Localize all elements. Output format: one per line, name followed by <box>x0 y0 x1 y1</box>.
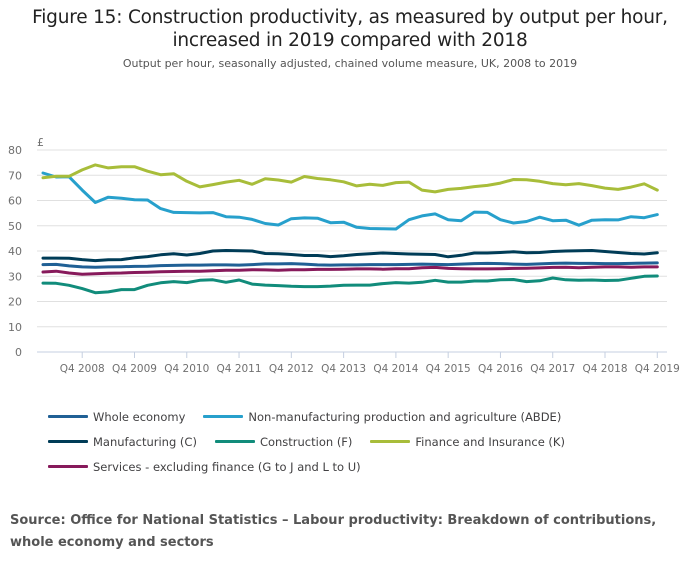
x-tick-label: Q4 2017 <box>530 363 575 375</box>
x-tick-label: Q4 2016 <box>478 363 523 375</box>
series-lines <box>41 163 659 295</box>
legend-swatch <box>203 415 244 418</box>
legend-swatch <box>214 440 255 443</box>
series-line-0[interactable] <box>41 261 659 269</box>
legend-item[interactable]: Finance and Insurance (K) <box>370 435 565 449</box>
y-tick-label: 10 <box>8 321 22 334</box>
y-tick-label: 70 <box>8 169 22 182</box>
y-tick-label: 80 <box>8 144 22 157</box>
legend-swatch <box>370 440 411 443</box>
legend-label: Services - excluding finance (G to J and… <box>93 459 361 474</box>
legend-row: Manufacturing (C) Construction (F) Finance… <box>48 429 688 454</box>
x-tick-label: Q4 2014 <box>373 363 418 375</box>
series-line-1[interactable] <box>41 171 659 231</box>
gridlines <box>37 149 667 328</box>
x-tick-label: Q4 2015 <box>426 363 471 375</box>
y-tick-label: 30 <box>8 270 22 283</box>
legend-swatch <box>48 415 88 418</box>
x-tick-label: Q4 2011 <box>217 363 262 375</box>
legend-label: Construction (F) <box>259 434 353 449</box>
x-tick-label: Q4 2008 <box>60 363 105 375</box>
chart-title-line-1: Figure 15: Construction productivity, as… <box>32 7 668 28</box>
legend-label: Manufacturing (C) <box>93 434 197 449</box>
legend-item[interactable]: Non-manufacturing production and agricul… <box>203 410 561 424</box>
legend-item[interactable]: Whole economy <box>48 410 185 424</box>
x-tick-label: Q4 2018 <box>583 363 628 375</box>
chart-title: Figure 15: Construction productivity, as… <box>0 6 700 52</box>
legend-item[interactable]: Manufacturing (C) <box>48 435 197 449</box>
line-chart: 0 10 20 30 40 50 60 70 80 £ Q4 2008 Q4 2009 Q4 2010… <box>8 136 680 375</box>
chart-title-line-2: increased in 2019 compared with 2018 <box>172 30 528 51</box>
legend-label: Finance and Insurance (K) <box>415 434 565 449</box>
series-line-4[interactable] <box>41 163 659 194</box>
y-tick-label: 0 <box>15 346 22 359</box>
chart-legend: Whole economy Non-manufacturing productio… <box>48 404 688 479</box>
series-line-3[interactable] <box>41 274 659 295</box>
legend-swatch <box>48 440 88 443</box>
x-axis: Q4 2008 Q4 2009 Q4 2010 Q4 2011 Q4 2012 Q4 20… <box>37 351 680 375</box>
legend-row: Whole economy Non-manufacturing productio… <box>48 404 688 429</box>
legend-label: Whole economy <box>93 409 186 424</box>
y-tick-label: 20 <box>8 296 22 309</box>
x-tick-label: Q4 2010 <box>164 363 209 375</box>
y-axis: 0 10 20 30 40 50 60 70 80 £ <box>8 136 44 359</box>
series-line-5[interactable] <box>41 265 659 276</box>
x-tick-label: Q4 2012 <box>269 363 314 375</box>
source-note: Source: Office for National Statistics –… <box>10 513 657 550</box>
legend-item[interactable]: Services - excluding finance (G to J and… <box>48 460 361 474</box>
y-axis-unit-label: £ <box>37 136 44 149</box>
y-tick-label: 60 <box>8 195 22 208</box>
x-tick-label: Q4 2013 <box>321 363 366 375</box>
y-tick-label: 50 <box>8 220 22 233</box>
x-tick-label: Q4 2019 <box>635 363 680 375</box>
series-line-2[interactable] <box>41 249 659 263</box>
legend-item[interactable]: Construction (F) <box>214 434 353 449</box>
legend-row: Services - excluding finance (G to J and… <box>48 454 688 479</box>
chart-subtitle: Output per hour, seasonally adjusted, ch… <box>122 57 578 70</box>
x-tick-label: Q4 2009 <box>112 363 157 375</box>
legend-swatch <box>48 465 88 468</box>
y-tick-label: 40 <box>8 245 22 258</box>
legend-label: Non-manufacturing production and agricul… <box>248 409 562 424</box>
